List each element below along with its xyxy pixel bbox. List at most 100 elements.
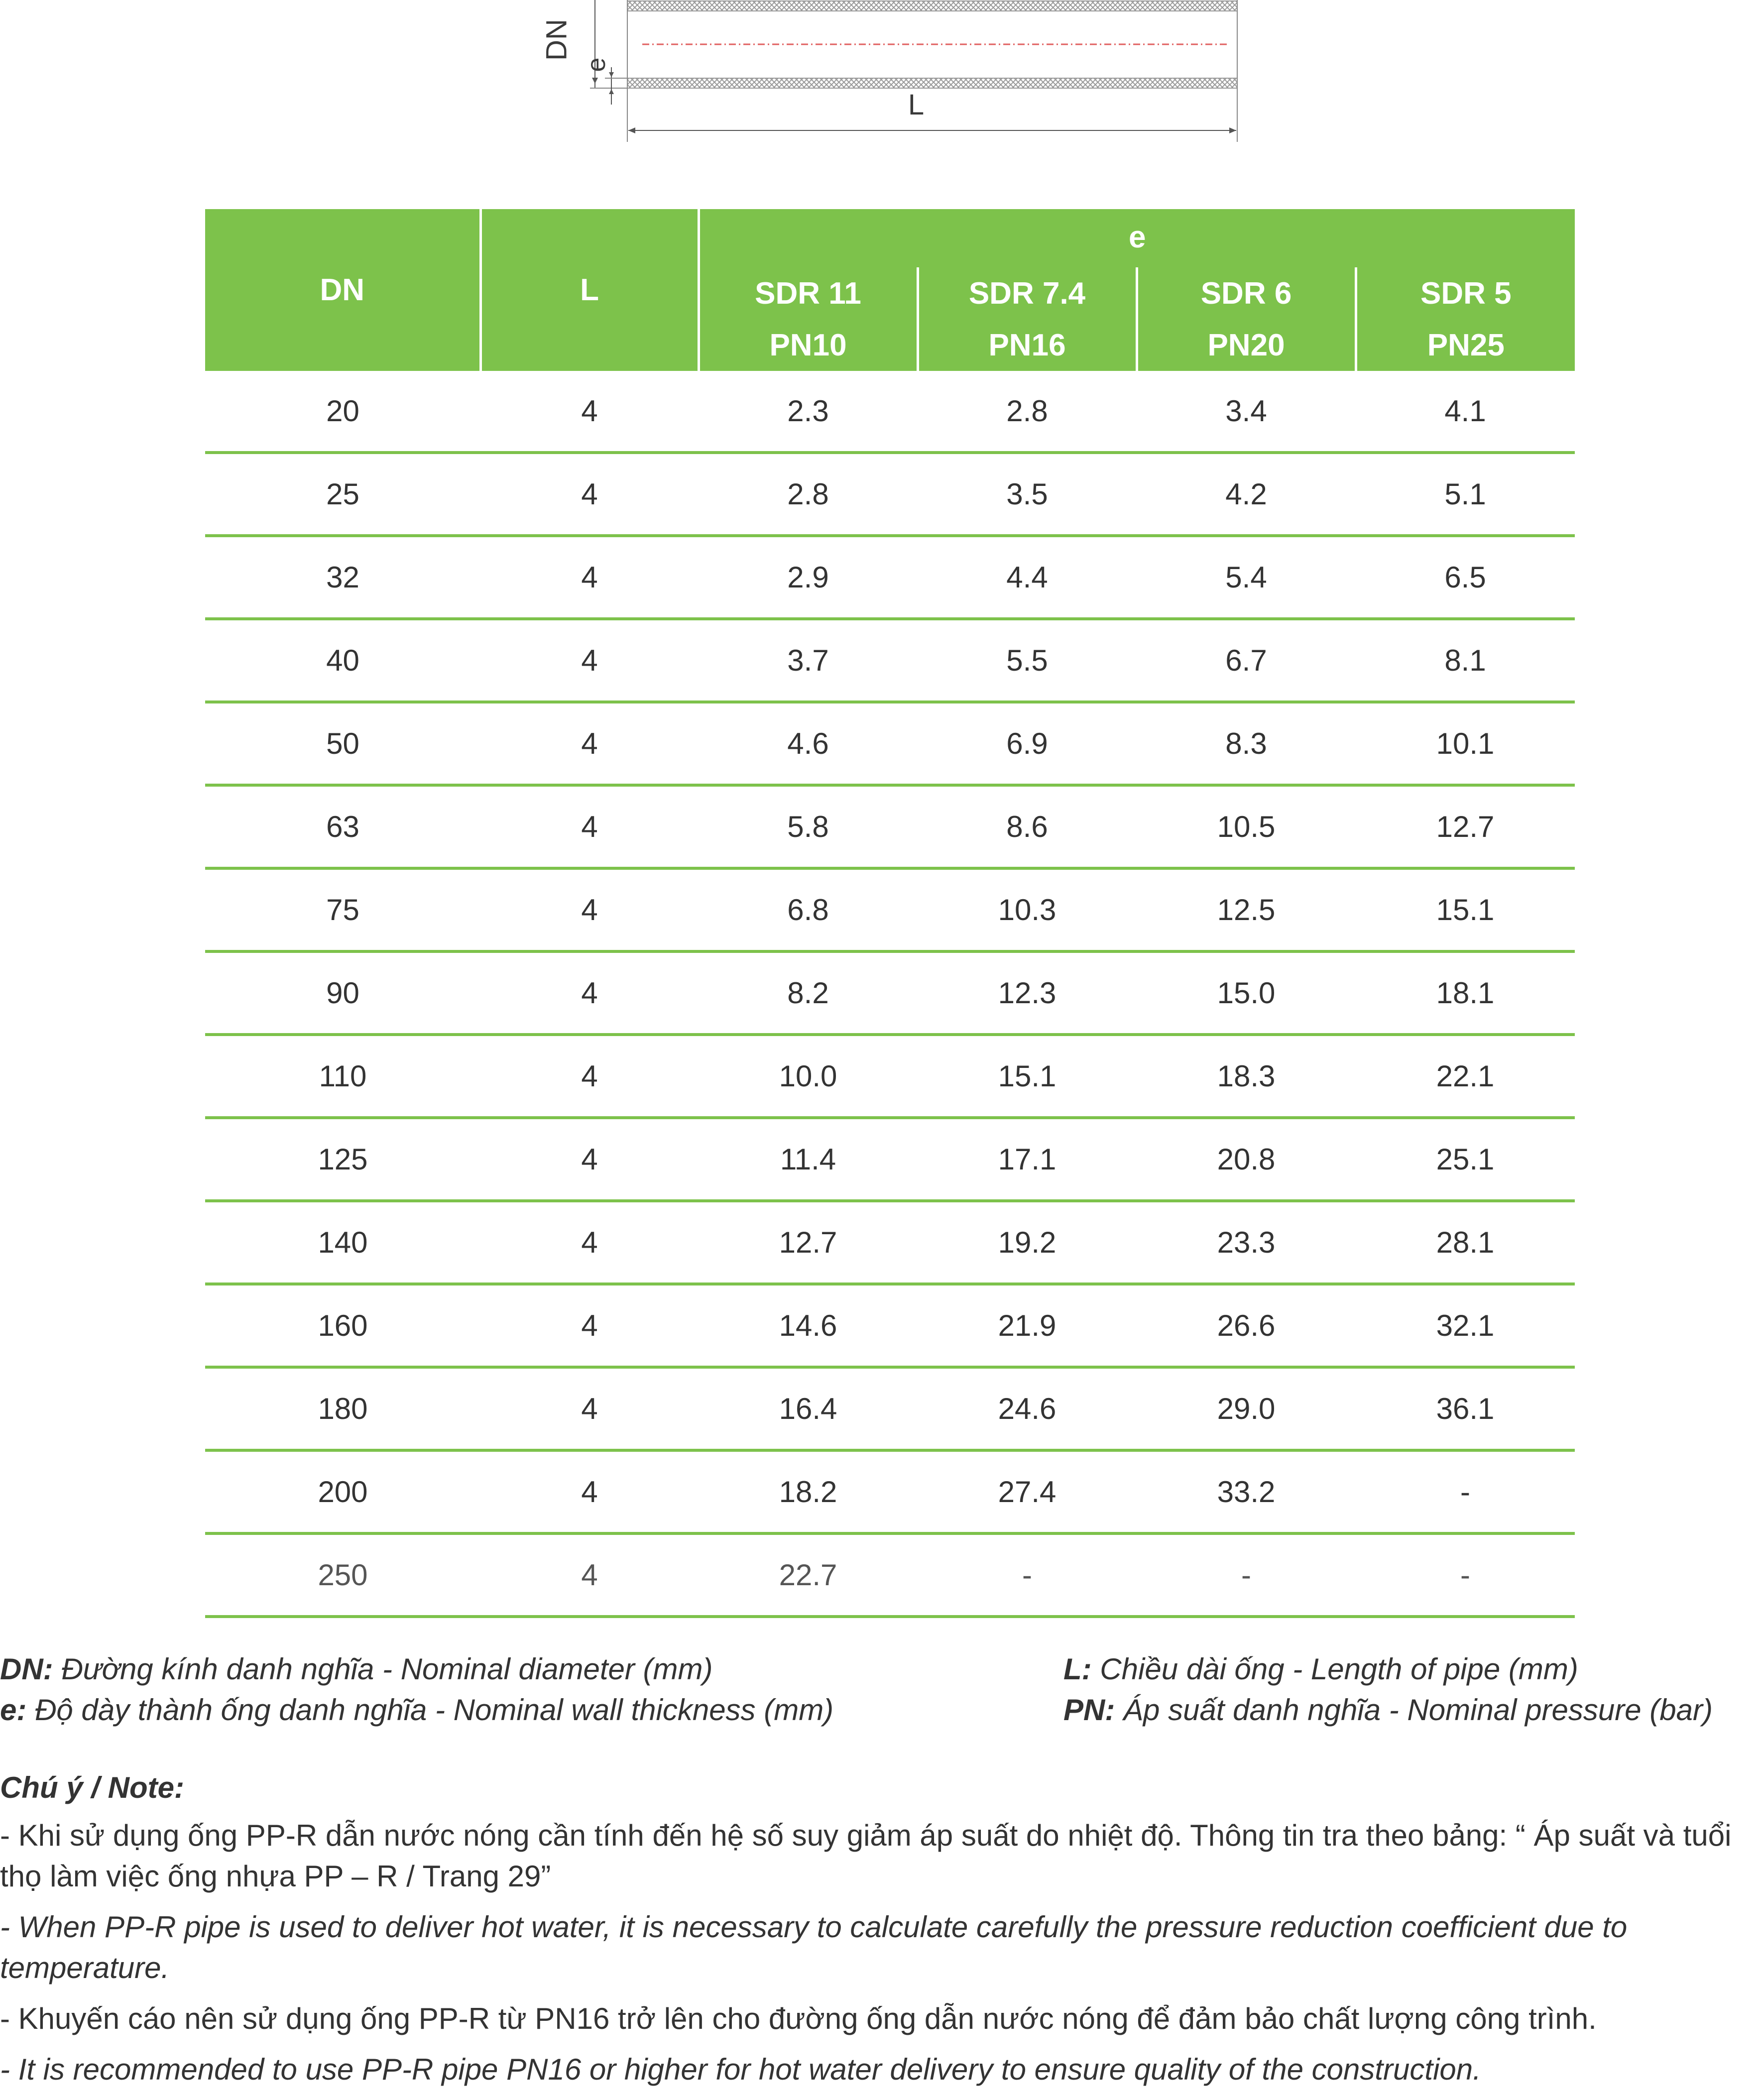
cell-sdr-11: 22.7: [699, 1533, 918, 1618]
pipe-diagram: DN e L: [523, 0, 1270, 149]
cell-sdr-11: 5.8: [699, 785, 918, 870]
cell-dn: 140: [205, 1201, 480, 1285]
cell-l: 4: [480, 1118, 699, 1202]
table-body: 20 4 2.3 2.8 3.4 4.1 25 4 2.8 3.5 4.2 5.1 32 4 2.9 4.4 5…: [205, 371, 1575, 1618]
cell-sdr-7-4: 27.4: [918, 1450, 1137, 1535]
l-label: L: [908, 89, 924, 121]
table-row: 50 4 4.6 6.9 8.3 10.1: [205, 702, 1575, 787]
table-row: 20 4 2.3 2.8 3.4 4.1: [205, 371, 1575, 454]
cell-dn: 75: [205, 868, 480, 953]
cell-sdr-6: 3.4: [1137, 371, 1356, 454]
cell-sdr-6: 15.0: [1137, 951, 1356, 1036]
cell-sdr-7-4: 8.6: [918, 785, 1137, 870]
header-pn25: PN25: [1356, 319, 1575, 371]
cell-dn: 25: [205, 453, 480, 537]
cell-sdr-6: 12.5: [1137, 868, 1356, 953]
cell-sdr-7-4: 6.9: [918, 702, 1137, 787]
cell-sdr-5: -: [1356, 1450, 1575, 1535]
header-sdr-6: SDR 6: [1137, 266, 1357, 319]
header-pn10: PN10: [699, 319, 919, 371]
cell-sdr-5: 12.7: [1356, 785, 1575, 870]
cell-sdr-5: 36.1: [1356, 1367, 1575, 1452]
cell-l: 4: [480, 536, 699, 620]
cell-sdr-5: 5.1: [1356, 453, 1575, 537]
cell-dn: 160: [205, 1284, 480, 1369]
header-pn16: PN16: [918, 319, 1138, 371]
cell-sdr-6: 18.3: [1137, 1035, 1356, 1119]
header-e: e: [699, 209, 1575, 267]
notes-title: Chú ý / Note:: [0, 1771, 184, 1804]
cell-sdr-7-4: 19.2: [918, 1201, 1137, 1285]
table-row: 125 4 11.4 17.1 20.8 25.1: [205, 1118, 1575, 1202]
cell-sdr-6: 20.8: [1137, 1118, 1356, 1202]
cell-sdr-5: 32.1: [1356, 1284, 1575, 1369]
cell-l: 4: [480, 702, 699, 787]
header-sdr-5: SDR 5: [1356, 266, 1575, 319]
cell-sdr-7-4: 17.1: [918, 1118, 1137, 1202]
cell-sdr-6: 26.6: [1137, 1284, 1356, 1369]
cell-sdr-5: 6.5: [1356, 536, 1575, 620]
cell-l: 4: [480, 868, 699, 953]
legend-l-key: L:: [1063, 1652, 1092, 1686]
table-row: 140 4 12.7 19.2 23.3 28.1: [205, 1201, 1575, 1285]
cell-sdr-7-4: 24.6: [918, 1367, 1137, 1452]
legend-pn-text: Áp suất danh nghĩa - Nominal pressure (b…: [1115, 1693, 1713, 1727]
table-row: 200 4 18.2 27.4 33.2-: [205, 1450, 1575, 1535]
legend-pn-key: PN:: [1063, 1693, 1115, 1727]
cell-sdr-5: 18.1: [1356, 951, 1575, 1036]
cell-sdr-5: 8.1: [1356, 619, 1575, 703]
cell-l: 4: [480, 1367, 699, 1452]
cell-sdr-6: 10.5: [1137, 785, 1356, 870]
cell-sdr-11: 14.6: [699, 1284, 918, 1369]
legend-l: L: Chiều dài ống - Length of pipe (mm): [1063, 1652, 1578, 1686]
cell-sdr-11: 6.8: [699, 868, 918, 953]
cell-dn: 20: [205, 371, 480, 454]
cell-l: 4: [480, 619, 699, 703]
legend-e: e: Độ dày thành ống danh nghĩa - Nominal…: [0, 1693, 833, 1727]
e-label: e: [582, 58, 611, 72]
dn-label: DN: [541, 19, 573, 61]
note-vi-2: - Khuyến cáo nên sử dụng ống PP-R từ PN1…: [0, 2002, 1597, 2035]
cell-l: 4: [480, 371, 699, 454]
cell-dn: 50: [205, 702, 480, 787]
cell-sdr-11: 18.2: [699, 1450, 918, 1535]
cell-sdr-6: 33.2: [1137, 1450, 1356, 1535]
cell-dn: 90: [205, 951, 480, 1036]
cell-sdr-11: 2.8: [699, 453, 918, 537]
cell-dn: 32: [205, 536, 480, 620]
header-sdr-11: SDR 11: [699, 266, 919, 319]
cell-sdr-11: 11.4: [699, 1118, 918, 1202]
legend-dn-key: DN:: [0, 1652, 53, 1686]
cell-l: 4: [480, 1284, 699, 1369]
table-row: 32 4 2.9 4.4 5.4 6.5: [205, 536, 1575, 620]
notes-section: Chú ý / Note: - Khi sử dụng ống PP-R dẫn…: [0, 1767, 1759, 2100]
cell-dn: 110: [205, 1035, 480, 1119]
cell-l: 4: [480, 1533, 699, 1618]
cell-sdr-6: 4.2: [1137, 453, 1356, 537]
table-row: 25 4 2.8 3.5 4.2 5.1: [205, 453, 1575, 537]
cell-sdr-7-4: 21.9: [918, 1284, 1137, 1369]
cell-dn: 40: [205, 619, 480, 703]
cell-sdr-11: 12.7: [699, 1201, 918, 1285]
cell-sdr-6: 6.7: [1137, 619, 1356, 703]
note-vi-1: - Khi sử dụng ống PP-R dẫn nước nóng cần…: [0, 1819, 1732, 1893]
legend-pn: PN: Áp suất danh nghĩa - Nominal pressur…: [1063, 1693, 1713, 1727]
cell-sdr-5: 28.1: [1356, 1201, 1575, 1285]
legend-e-text: Độ dày thành ống danh nghĩa - Nominal wa…: [26, 1693, 834, 1727]
cell-sdr-5: 15.1: [1356, 868, 1575, 953]
cell-sdr-11: 8.2: [699, 951, 918, 1036]
cell-sdr-11: 4.6: [699, 702, 918, 787]
cell-sdr-6: -: [1137, 1533, 1356, 1618]
pipe-top-wall: [627, 0, 1238, 11]
cell-sdr-11: 10.0: [699, 1035, 918, 1119]
cell-l: 4: [480, 453, 699, 537]
cell-sdr-7-4: 15.1: [918, 1035, 1137, 1119]
header-dn: DN: [205, 209, 482, 371]
table-row: 110 4 10.0 15.1 18.3 22.1: [205, 1035, 1575, 1119]
legend-e-key: e:: [0, 1693, 27, 1727]
table-row: 250 4 22.7- - -: [205, 1533, 1575, 1618]
cell-dn: 125: [205, 1118, 480, 1202]
cell-sdr-11: 2.3: [699, 371, 918, 454]
cell-dn: 180: [205, 1367, 480, 1452]
table-row: 40 4 3.7 5.5 6.7 8.1: [205, 619, 1575, 703]
